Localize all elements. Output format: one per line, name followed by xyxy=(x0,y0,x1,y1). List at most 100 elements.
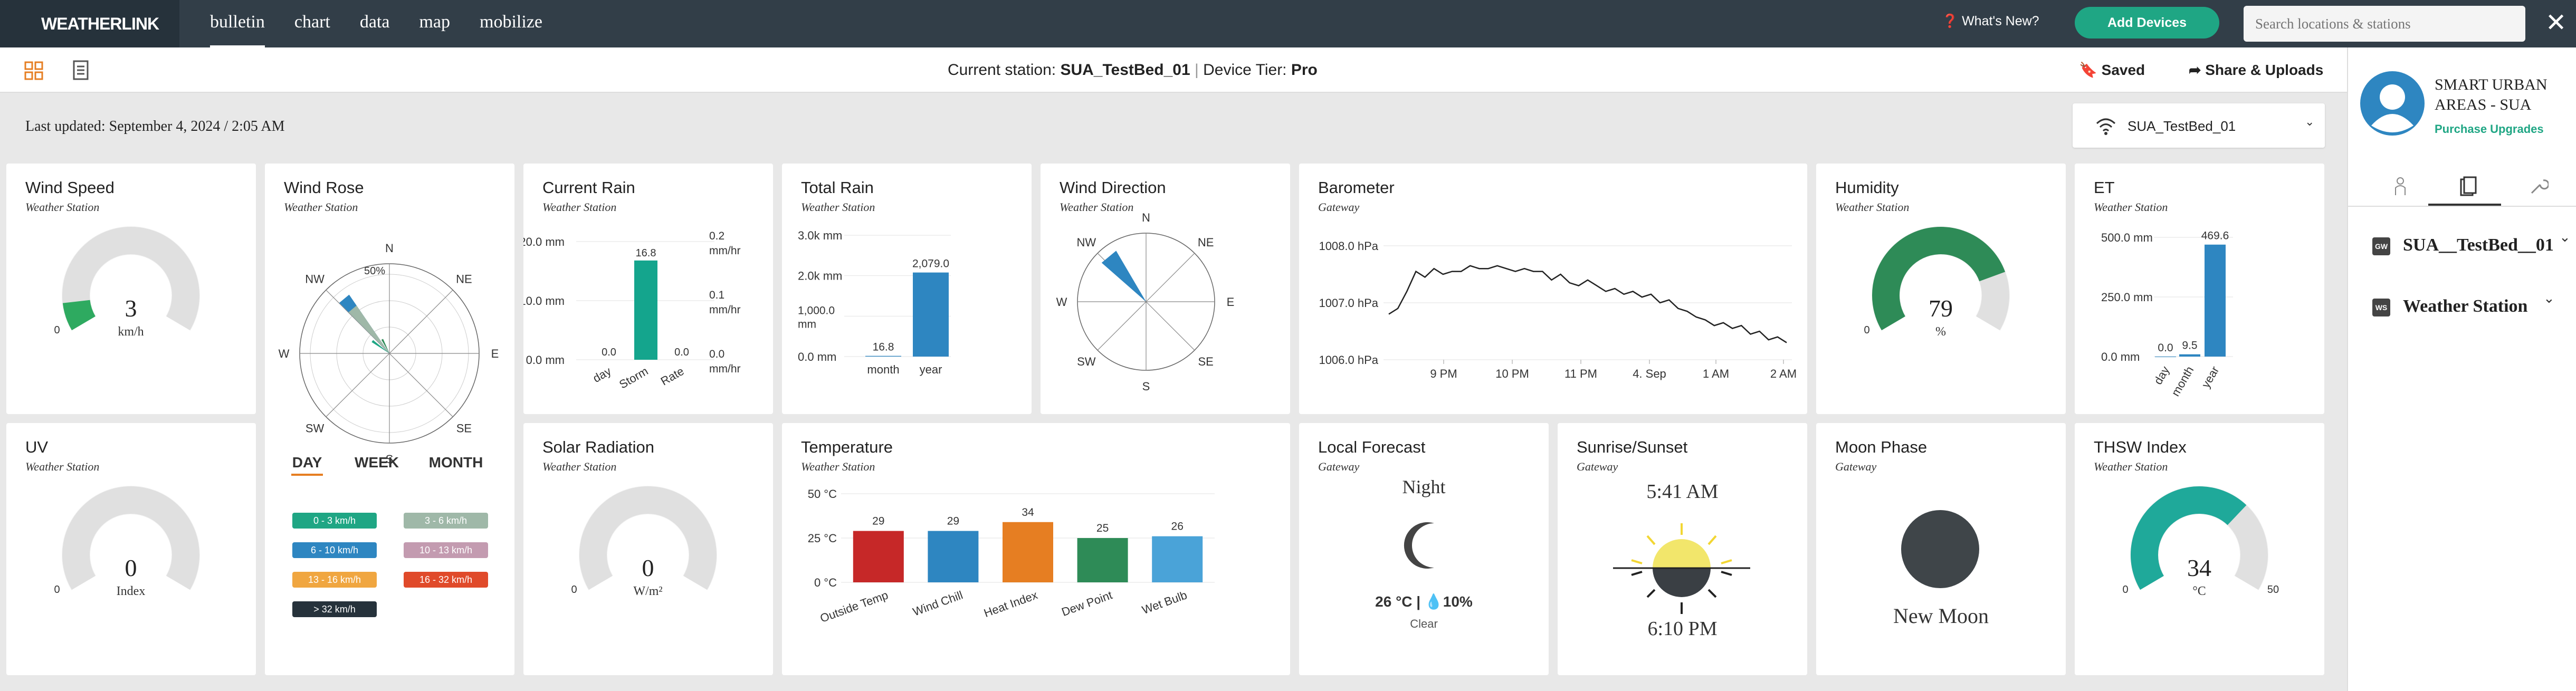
bookmark-icon: 🔖 xyxy=(2079,62,2102,78)
forecast-period: Night xyxy=(1402,476,1446,497)
rose-tab-week[interactable]: WEEK xyxy=(355,454,399,471)
bar-value: 34 xyxy=(1022,506,1034,519)
solar-gauge: 0 W/m² 0 xyxy=(571,486,717,598)
weatherlink-logo[interactable]: WEATHERLINK xyxy=(0,0,179,47)
bar-value: 29 xyxy=(872,515,884,527)
compass-label-s: S xyxy=(1142,380,1150,393)
sidebar-item-weather-station[interactable]: Weather Station xyxy=(2403,296,2528,316)
nav-map[interactable]: map xyxy=(419,12,451,32)
x-label: 4. Sep xyxy=(1633,367,1666,380)
gauge-min: 0 xyxy=(54,584,60,596)
gauge-min: 0 xyxy=(571,584,577,596)
compass-label-ne: NE xyxy=(1198,236,1214,249)
add-devices-button[interactable]: Add Devices xyxy=(2075,7,2219,39)
compass-label-e: E xyxy=(1227,295,1235,309)
raindrop-icon: 💧 xyxy=(1424,593,1443,610)
moon-phase-card[interactable]: Moon Phase Gateway New Moon xyxy=(1816,423,2066,675)
nav-mobilize[interactable]: mobilize xyxy=(480,12,542,32)
moon-phase-label: New Moon xyxy=(1893,604,1989,628)
person-tab-icon[interactable] xyxy=(2393,176,2407,197)
sunrise-sunset-card[interactable]: Sunrise/Sunset Gateway 5:41 AM 6:10 PM xyxy=(1558,423,1807,675)
y-label: 1006.0 hPa xyxy=(1319,353,1378,367)
wind-speed-gauge: 3 km/h 0 xyxy=(54,226,200,339)
bar-wind-chill xyxy=(928,531,979,582)
humidity-gauge: 79% 0 xyxy=(1864,226,2010,339)
thsw-index-card[interactable]: THSW Index Weather Station 34 °C 0 50 xyxy=(2075,423,2324,675)
bar-label: Wet Bulb xyxy=(1140,588,1189,617)
y-label: 0.0 mm xyxy=(2101,350,2140,363)
devices-tab-icon[interactable] xyxy=(2460,176,2477,197)
rose-tab-day[interactable]: DAY xyxy=(292,454,322,471)
list-view-icon[interactable] xyxy=(73,60,89,80)
legend-label: > 32 km/h xyxy=(313,604,356,615)
search-input[interactable] xyxy=(2244,6,2525,42)
purchase-upgrades-link[interactable]: Purchase Upgrades xyxy=(2435,122,2544,136)
rose-petal-nw-inner xyxy=(348,305,389,353)
bar-label: Storm xyxy=(617,364,650,391)
station-selector[interactable]: SUA_TestBed_01 ⌄ xyxy=(2073,103,2325,148)
wrench-tab-icon[interactable] xyxy=(2527,176,2549,197)
bar-label: Dew Point xyxy=(1060,588,1114,619)
barometer-card[interactable]: Barometer Gateway 1008.0 hPa 1007.0 hPa 10… xyxy=(1299,164,1807,414)
y-label: 500.0 mm xyxy=(2101,231,2153,244)
legend-label: 13 - 16 km/h xyxy=(308,574,361,585)
sidebar-item-gateway[interactable]: SUA__TestBed__01 xyxy=(2403,235,2554,255)
et-card[interactable]: ET Weather Station 500.0 mm 250.0 mm 0.0 m… xyxy=(2075,164,2324,414)
uv-gauge: 0 Index 0 xyxy=(54,486,200,598)
y-label: 25 °C xyxy=(808,532,837,545)
gauge-unit: % xyxy=(1935,325,1946,339)
legend-label: 16 - 32 km/h xyxy=(419,574,472,585)
saved-button[interactable]: 🔖 Saved xyxy=(2079,62,2145,78)
legend-label: 6 - 10 km/h xyxy=(311,545,358,555)
chevron-down-icon[interactable]: ⌄ xyxy=(2559,229,2571,245)
current-rain-card[interactable]: Current Rain Weather Station 20.0 mm 0.2 m… xyxy=(523,164,773,414)
temperature-card[interactable]: Temperature Weather Station 50 °C 25 °C 0 … xyxy=(782,423,1290,675)
bar-value: 2,079.0 xyxy=(912,258,949,270)
y-label: 250.0 mm xyxy=(2101,291,2153,304)
gauge-max: 50 xyxy=(2267,584,2279,596)
forecast-condition: Clear xyxy=(1410,617,1438,630)
share-uploads-button[interactable]: ➦ Share & Uploads xyxy=(2189,62,2324,78)
local-forecast-card[interactable]: Local Forecast Gateway Night 26 °C | 💧10… xyxy=(1299,423,1549,675)
x-label: 2 AM xyxy=(1770,367,1797,380)
solar-radiation-card[interactable]: Solar Radiation Weather Station 0 W/m² 0 xyxy=(523,423,773,675)
bar-wet-bulb xyxy=(1152,536,1203,582)
total-rain-card[interactable]: Total Rain Weather Station 3.0k mm 2.0k m… xyxy=(782,164,1032,414)
nav-chart[interactable]: chart xyxy=(294,12,330,32)
grid-view-icon[interactable] xyxy=(24,61,43,80)
humidity-card[interactable]: Humidity Weather Station 79% 0 xyxy=(1816,164,2066,414)
x-label: 10 PM xyxy=(1495,367,1529,380)
avatar[interactable] xyxy=(2360,71,2425,136)
uv-card[interactable]: UV Weather Station 0 Index 0 xyxy=(6,423,256,675)
compass-label-se: SE xyxy=(456,421,472,435)
gauge-value: 0 xyxy=(125,554,137,581)
active-tab-indicator xyxy=(2428,204,2501,206)
rose-tab-month[interactable]: MONTH xyxy=(429,454,483,471)
whats-new-link[interactable]: ❓ What's New? xyxy=(1942,14,2039,28)
y-right-unit: mm/hr xyxy=(709,363,741,375)
close-icon[interactable]: ✕ xyxy=(2545,9,2567,37)
top-bar: WEATHERLINK bulletin chart data map mobi… xyxy=(0,0,2576,47)
gauge-track xyxy=(62,227,199,331)
bar-value: 469.6 xyxy=(2201,230,2229,242)
wifi-icon xyxy=(2096,118,2116,135)
gauge-value: 79 xyxy=(1929,295,1953,322)
nav-data[interactable]: data xyxy=(359,12,390,32)
chevron-down-icon[interactable]: ⌄ xyxy=(2543,290,2555,306)
nav-bulletin[interactable]: bulletin xyxy=(210,0,265,47)
bar-label: Rate xyxy=(659,364,686,388)
wind-speed-card[interactable]: Wind Speed Weather Station 3 km/h 0 xyxy=(6,164,256,414)
weather-station-badge: WS xyxy=(2372,299,2390,316)
bar-value: 29 xyxy=(947,515,959,527)
gauge-value: 34 xyxy=(2187,554,2211,581)
compass-spoke xyxy=(1146,253,1195,302)
wind-rose-card[interactable]: Wind Rose Weather Station N NE E SE S SW W NW 50… xyxy=(265,164,514,675)
gauge-outline xyxy=(62,486,200,590)
bar-value: 9.5 xyxy=(2182,340,2197,352)
bar-value: 16.8 xyxy=(636,247,656,259)
gauge-unit: W/m² xyxy=(633,584,662,598)
wind-direction-card[interactable]: Wind Direction Weather Station N NE E SE S SW… xyxy=(1041,164,1290,414)
main-nav: bulletin chart data map mobilize xyxy=(210,0,542,47)
et-chart: 500.0 mm 250.0 mm 0.0 mm 0.0 day 9.5 month 469.… xyxy=(2101,230,2233,398)
thsw-gauge: 34 °C 0 50 xyxy=(2122,486,2279,598)
